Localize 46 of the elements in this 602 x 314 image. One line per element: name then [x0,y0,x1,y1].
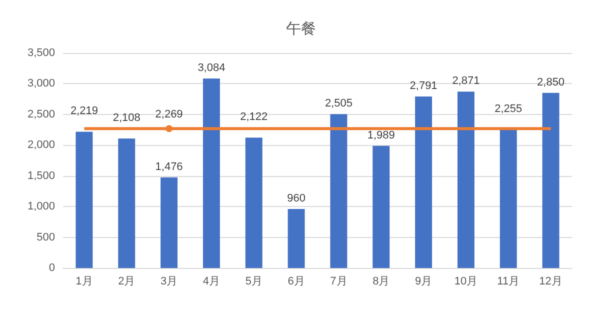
data-label: 2,505 [324,98,352,110]
bar [457,92,474,268]
bar [500,129,517,268]
y-tick-label: 3,000 [27,78,55,90]
data-label: 2,269 [155,108,183,121]
data-label: 2,255 [494,102,522,115]
chart-title: 午餐 [286,20,316,38]
data-label: 960 [287,192,306,205]
bar [372,146,390,268]
data-label: 1,989 [367,129,395,142]
bar [118,138,136,268]
x-tick-label: 7月 [330,276,348,288]
x-tick-label: 2月 [118,276,136,288]
y-tick-label: 0 [48,262,55,274]
data-label: 3,084 [198,62,226,74]
bar [160,177,178,268]
y-tick-label: 500 [36,231,55,244]
y-tick-label: 1,500 [27,170,55,182]
y-tick-label: 2,000 [27,139,55,152]
y-tick-label: 3,500 [27,47,55,59]
bar [415,96,432,268]
bar [288,209,305,268]
data-label: 2,791 [410,80,438,92]
data-label: 2,219 [70,105,98,118]
x-tick-label: 1月 [76,276,93,288]
data-label: 1,476 [155,160,183,173]
x-tick-label: 5月 [245,276,262,288]
x-tick-label: 11月 [497,276,520,288]
bar [76,132,93,268]
data-label: 2,871 [452,75,480,88]
bar [202,78,220,268]
x-tick-label: 9月 [414,276,432,288]
y-tick-label: 1,000 [27,200,55,213]
x-tick-label: 3月 [160,276,178,288]
y-tick-label: 2,500 [27,108,55,120]
data-label: 2,122 [240,111,268,124]
data-label: 2,108 [112,112,140,124]
bar [330,114,348,268]
x-tick-label: 8月 [372,276,390,288]
data-label: 2,850 [537,76,565,88]
x-tick-label: 6月 [288,276,305,288]
x-tick-label: 12月 [539,276,562,288]
bar [245,138,262,268]
x-tick-label: 4月 [202,276,220,288]
x-tick-label: 10月 [454,276,478,288]
bar [542,92,560,268]
